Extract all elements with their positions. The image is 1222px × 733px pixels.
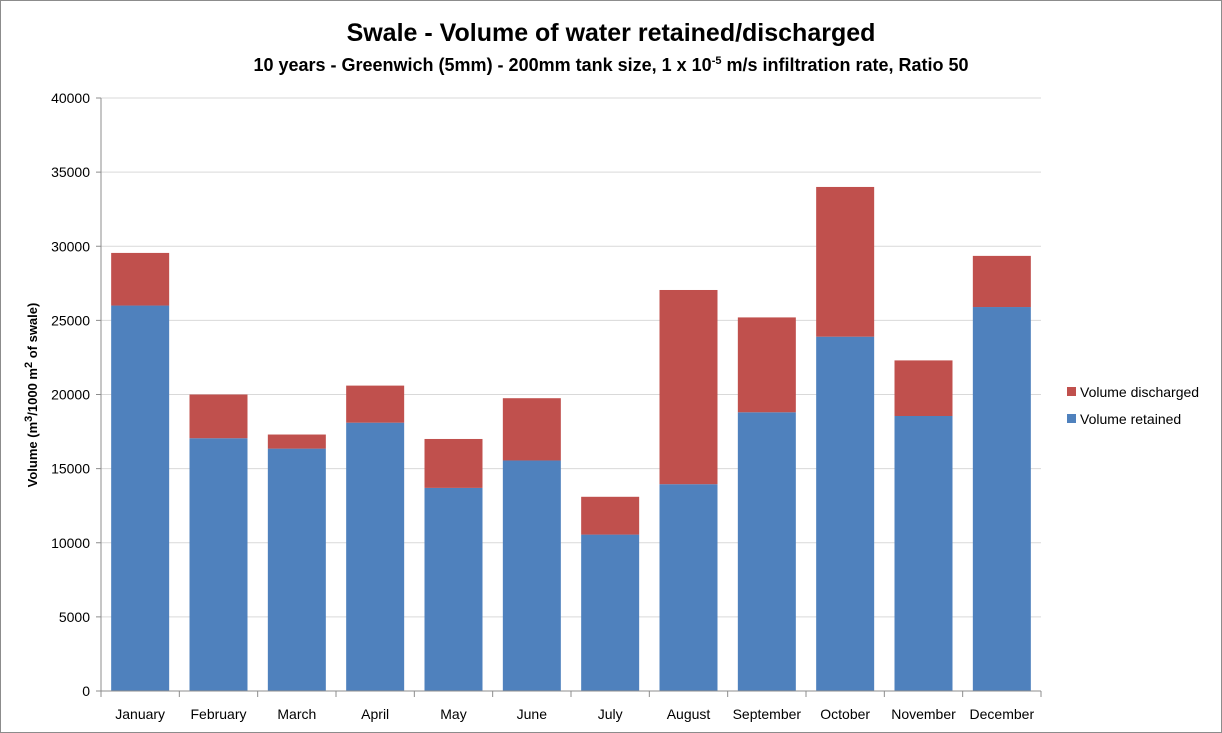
y-tick-label: 40000: [51, 90, 90, 106]
bar-retained-october: [816, 336, 875, 691]
bar-retained-november: [894, 415, 953, 691]
x-tick-label: July: [598, 706, 623, 722]
y-tick-label: 35000: [51, 164, 90, 180]
bar-discharged-january: [111, 252, 170, 306]
chart-title: Swale - Volume of water retained/dischar…: [347, 19, 876, 47]
x-tick-label: August: [667, 706, 711, 722]
bar-retained-april: [346, 422, 405, 691]
legend: Volume discharged Volume retained: [1067, 384, 1199, 427]
y-tick-label: 15000: [51, 461, 90, 477]
y-axis-label: Volume (m3/1000 m2 of swale): [23, 303, 40, 488]
x-tick-label: January: [115, 706, 165, 722]
legend-swatch: [1067, 387, 1076, 396]
bar-retained-september: [737, 412, 796, 691]
bar-retained-may: [424, 487, 483, 691]
bar-discharged-august: [659, 289, 718, 485]
y-tick-label: 20000: [51, 387, 90, 403]
bar-discharged-february: [189, 394, 248, 439]
bar-discharged-october: [816, 186, 875, 337]
x-tick-label: December: [970, 706, 1035, 722]
bar-retained-march: [267, 448, 326, 691]
bar-discharged-november: [894, 360, 953, 416]
x-tick-label: May: [440, 706, 466, 722]
chart-subtitle: 10 years - Greenwich (5mm) - 200mm tank …: [253, 55, 968, 75]
bar-discharged-april: [346, 385, 405, 423]
y-tick-label: 0: [82, 683, 90, 699]
bar-retained-december: [972, 307, 1031, 691]
bar-discharged-july: [581, 496, 640, 535]
bar-discharged-march: [267, 434, 326, 449]
bar-retained-february: [189, 438, 248, 691]
bar-retained-january: [111, 305, 170, 691]
y-tick-label: 5000: [59, 609, 90, 625]
legend-swatch: [1067, 414, 1076, 423]
x-tick-label: February: [190, 706, 246, 722]
x-tick-label: September: [733, 706, 802, 722]
legend-label: Volume discharged: [1080, 384, 1199, 400]
y-tick-labels: 0 5000 10000 15000 20000 25000 30000 35000 40000: [51, 90, 101, 699]
bar-discharged-december: [972, 255, 1031, 308]
gridlines: [101, 97, 1041, 618]
y-tick-label: 25000: [51, 312, 90, 328]
bar-discharged-june: [502, 398, 561, 461]
x-tick-labels: January February March April May June July Augu…: [115, 706, 1034, 722]
bar-discharged-september: [737, 317, 796, 413]
x-tick-label: November: [891, 706, 956, 722]
bars: [111, 186, 1031, 691]
bar-retained-july: [581, 534, 640, 691]
x-tick-label: October: [820, 706, 870, 722]
x-tick-label: April: [361, 706, 389, 722]
bar-discharged-may: [424, 438, 483, 488]
legend-label: Volume retained: [1080, 411, 1181, 427]
bar-retained-august: [659, 484, 718, 691]
y-tick-label: 30000: [51, 238, 90, 254]
y-tick-label: 10000: [51, 535, 90, 551]
bar-retained-june: [502, 460, 561, 691]
x-tick-label: June: [517, 706, 548, 722]
x-tick-label: March: [277, 706, 316, 722]
